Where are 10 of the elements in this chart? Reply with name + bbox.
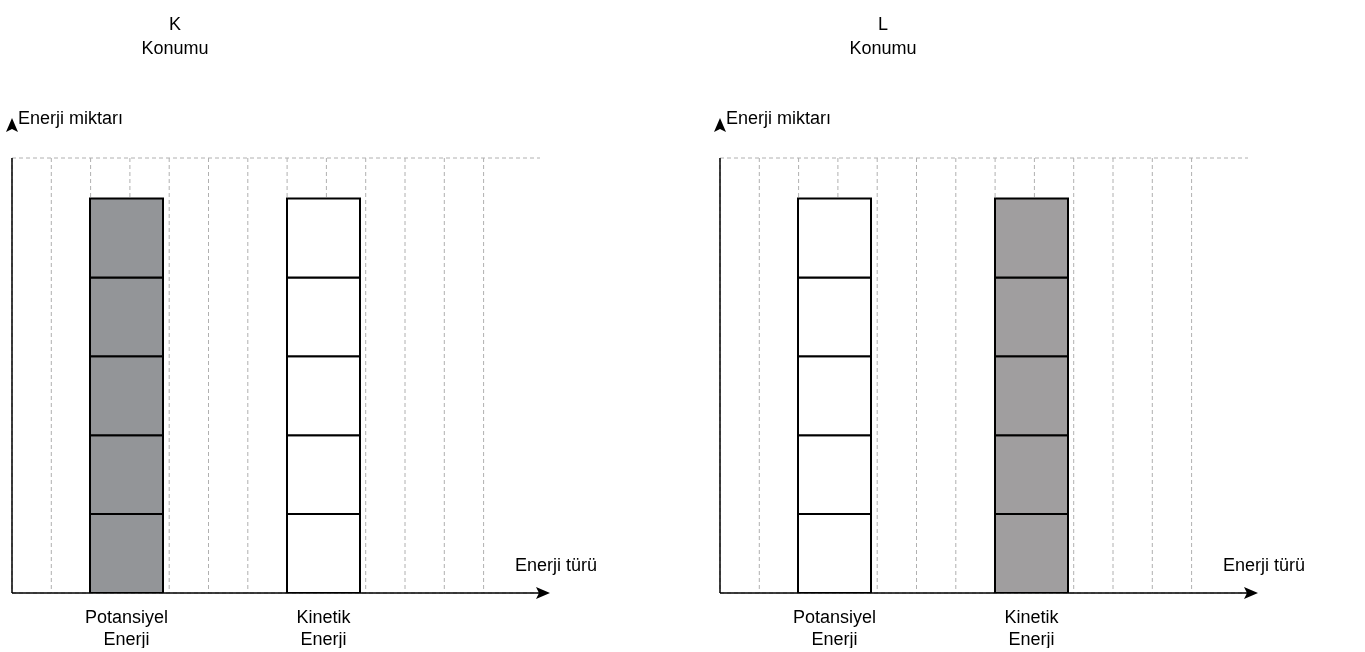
y-axis-title: Enerji miktarı xyxy=(18,108,124,129)
x-axis-title: Enerji türü xyxy=(515,555,598,576)
chart-title: K Konumu xyxy=(140,13,210,60)
x-tick-label: Kinetik Enerji xyxy=(1004,607,1060,649)
y-axis-title: Enerji miktarı xyxy=(726,108,832,129)
x-tick-label: Potansiyel Enerji xyxy=(792,607,877,649)
x-tick-label: Potansiyel Enerji xyxy=(84,607,169,649)
chart-title: L Konumu xyxy=(848,13,918,60)
x-axis-title: Enerji türü xyxy=(1223,555,1306,576)
x-tick-label: Kinetik Enerji xyxy=(296,607,352,649)
